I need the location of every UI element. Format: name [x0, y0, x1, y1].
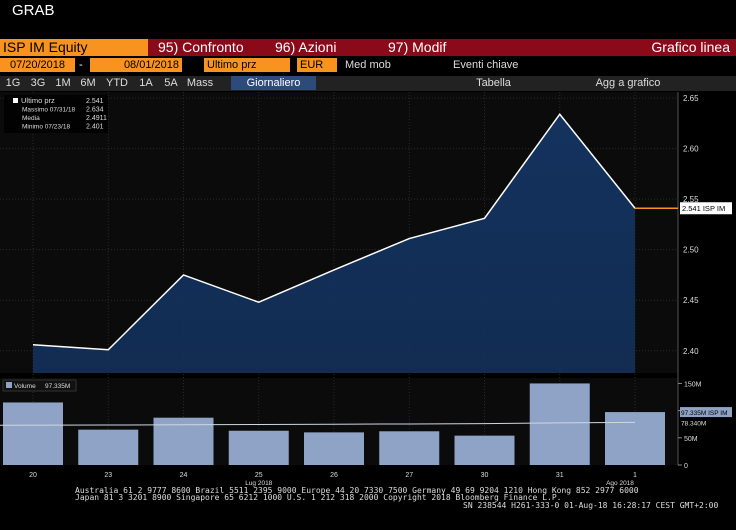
- legend-box: [2, 379, 77, 392]
- x-tick-label: 26: [330, 472, 338, 479]
- legend-value: 2.634: [86, 107, 104, 114]
- x-tick-label: 25: [255, 472, 263, 479]
- legend-label: Massimo 07/31/18: [22, 107, 75, 114]
- volume-bar: [304, 432, 364, 465]
- period-button[interactable]: 5A: [164, 77, 178, 89]
- menu-button[interactable]: 95) Confronto: [148, 39, 262, 56]
- volume-bar: [529, 383, 590, 465]
- volume-bar: [228, 430, 289, 465]
- volume-bar: [3, 402, 63, 465]
- menu-button[interactable]: 96) Azioni: [255, 39, 375, 56]
- end-date[interactable]: 08/01/2018: [90, 58, 182, 72]
- period-button[interactable]: 1A: [139, 77, 153, 89]
- legend-value: 2.4911: [86, 115, 107, 122]
- period-button[interactable]: YTD: [106, 77, 128, 89]
- volume-bar: [379, 431, 440, 465]
- window-title: GRAB: [12, 2, 55, 19]
- period-button[interactable]: 3G: [30, 77, 46, 89]
- x-tick-label: 23: [104, 472, 112, 479]
- price-line: [32, 112, 636, 351]
- volume-bar: [605, 412, 665, 465]
- chart-type-label[interactable]: Grafico linea: [470, 39, 736, 56]
- menu-button[interactable]: 97) Modif: [360, 39, 494, 56]
- volume-average-line: [0, 421, 636, 426]
- x-tick-label: 30: [481, 472, 489, 479]
- legend-box: [4, 95, 108, 133]
- legend-label: Minimo 07/23/18: [22, 124, 70, 131]
- y-tick-label: 2.40: [683, 347, 699, 356]
- volume-tag: [680, 407, 732, 418]
- legend-value: 2.541: [86, 98, 104, 105]
- legend-value: 2.401: [86, 124, 104, 131]
- x-tick-label: 31: [556, 472, 564, 479]
- x-tick-label: 20: [29, 472, 37, 479]
- volume-bar: [454, 435, 515, 465]
- last-value-label: 2.541 ISP IM: [682, 204, 725, 213]
- legend-swatch: [6, 382, 12, 388]
- x-tick-label: 24: [180, 472, 188, 479]
- average-tag: [680, 417, 710, 428]
- average-value-label: 78.340M: [681, 420, 706, 427]
- last-value-tag: [680, 202, 732, 215]
- x-tick-label: 27: [405, 472, 413, 479]
- period-button[interactable]: 1G: [5, 77, 21, 89]
- legend-label: Volume: [14, 383, 36, 390]
- y-tick-label: 2.60: [683, 145, 699, 154]
- frequency-select[interactable]: Giornaliero: [231, 76, 316, 90]
- period-button[interactable]: Mass: [186, 77, 214, 89]
- footer-line: Japan 81 3 3201 8900 Singapore 65 6212 1…: [75, 493, 562, 502]
- volume-bar: [153, 417, 214, 465]
- legend-swatch: [13, 98, 18, 103]
- footer-line: Australia 61 2 9777 8600 Brazil 5511 239…: [75, 486, 639, 495]
- legend-value: 97.335M: [45, 383, 70, 390]
- date-separator: -: [79, 59, 83, 71]
- y-tick-label: 2.65: [683, 94, 699, 103]
- footer-line: SN 238544 H261-333-0 01-Aug-18 16:28:17 …: [463, 501, 719, 510]
- volume-bar: [78, 429, 139, 465]
- currency-select[interactable]: EUR: [297, 58, 337, 72]
- field-select[interactable]: Ultimo prz: [204, 58, 290, 72]
- price-area: [33, 114, 635, 373]
- key-events-toggle[interactable]: Eventi chiave: [453, 59, 519, 71]
- period-button[interactable]: 1M: [55, 77, 71, 89]
- x-tick-label: 1: [633, 472, 637, 479]
- period-bar: 1G 3G 1M 6M YTD 1A 5A Mass Giornaliero Tabella Agg…: [0, 76, 736, 91]
- period-button[interactable]: 6M: [80, 77, 96, 89]
- y-tick-label: 0: [684, 463, 688, 470]
- y-tick-label: 2.50: [683, 246, 699, 255]
- add-to-chart-button[interactable]: Agg a grafico: [595, 77, 661, 89]
- table-button[interactable]: Tabella: [476, 77, 511, 89]
- ticker-field[interactable]: ISP IM Equity: [0, 39, 148, 56]
- legend-label: Media: [22, 115, 40, 122]
- start-date[interactable]: 07/20/2018: [0, 58, 75, 72]
- y-tick-label: 2.55: [683, 195, 699, 204]
- month-label: Ago 2018: [606, 480, 634, 487]
- y-tick-label: 150M: [684, 381, 702, 388]
- y-tick-label: 2.45: [683, 296, 699, 305]
- volume-value-label: 97.335M ISP IM: [681, 410, 728, 417]
- y-tick-label: 50M: [684, 436, 698, 443]
- month-label: Lug 2018: [245, 480, 272, 487]
- moving-average-toggle[interactable]: Med mob: [345, 59, 391, 71]
- legend-label: Ultimo prz: [21, 96, 55, 105]
